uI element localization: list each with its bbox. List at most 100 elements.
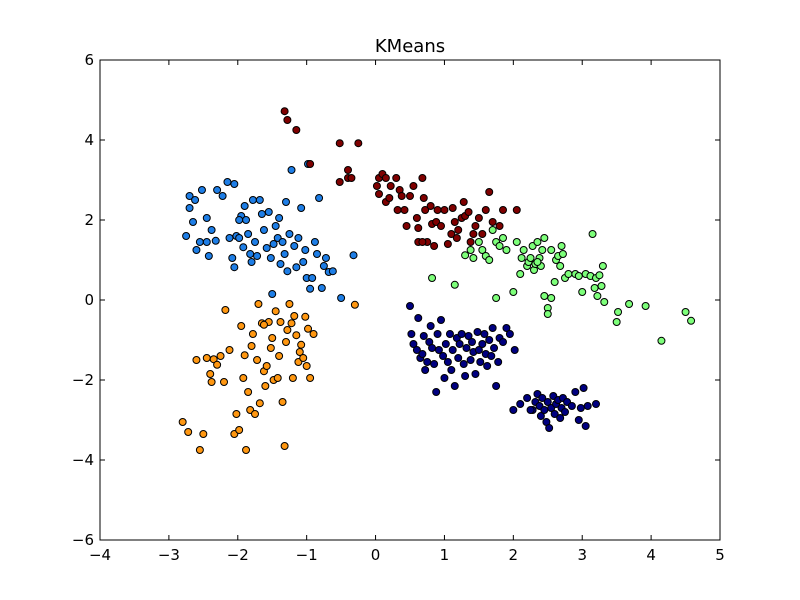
cluster-4-point-85 [583, 402, 592, 410]
cluster-4-point-58 [523, 394, 532, 402]
cluster-0-point-51 [294, 234, 303, 242]
cluster-3-point-12 [495, 242, 504, 250]
cluster-0-point-35 [262, 244, 271, 252]
cluster-1-point-49 [292, 331, 301, 340]
cluster-0-point-21 [235, 234, 244, 242]
cluster-0-point-43 [278, 238, 287, 246]
cluster-2-point-26 [412, 214, 421, 222]
cluster-2-point-55 [485, 188, 494, 196]
cluster-2-point-28 [414, 224, 423, 232]
cluster-3-point-16 [512, 238, 521, 246]
cluster-4-point-74 [556, 414, 565, 422]
cluster-1-point-1 [184, 428, 193, 436]
cluster-2-point-43 [450, 218, 459, 226]
cluster-2-point-50 [469, 230, 478, 238]
cluster-4-point-77 [561, 408, 569, 416]
cluster-2-point-61 [459, 198, 468, 206]
cluster-3-point-13 [499, 234, 507, 242]
cluster-3-point-19 [519, 246, 528, 254]
cluster-0-point-70 [235, 216, 244, 224]
cluster-0-point-53 [299, 258, 308, 266]
cluster-0-point-57 [306, 284, 315, 293]
cluster-3-point-4 [469, 254, 478, 262]
x-tick-label-6: 2 [509, 546, 519, 564]
cluster-0-point-52 [297, 204, 306, 212]
chart-title: KMeans [375, 36, 445, 57]
cluster-4-point-18 [439, 352, 448, 360]
cluster-2-point-4 [335, 139, 344, 148]
cluster-4-point-17 [437, 316, 445, 324]
cluster-4-point-22 [445, 330, 454, 338]
cluster-4-point-84 [581, 422, 590, 430]
cluster-4-point-3 [412, 346, 421, 354]
y-tick-label-2: −2 [72, 371, 94, 389]
cluster-1-point-23 [247, 342, 256, 350]
cluster-3-point-40 [557, 242, 566, 250]
cluster-4-point-25 [450, 382, 459, 390]
cluster-4-point-24 [448, 346, 457, 354]
cluster-4-point-21 [443, 358, 452, 366]
cluster-3-point-59 [625, 300, 634, 308]
cluster-4-point-6 [418, 350, 427, 358]
cluster-1-point-40 [276, 318, 285, 326]
cluster-3-point-56 [600, 298, 609, 306]
cluster-3-point-50 [590, 284, 599, 292]
x-tick-label-9: 5 [715, 546, 725, 564]
cluster-0-point-69 [268, 290, 277, 298]
cluster-4-point-23 [447, 366, 456, 374]
cluster-3-point-15 [509, 288, 518, 296]
cluster-1-point-59 [350, 300, 359, 309]
cluster-3-point-35 [547, 246, 556, 254]
cluster-4-point-79 [567, 402, 576, 410]
cluster-2-point-2 [292, 126, 301, 134]
cluster-4-point-13 [430, 360, 439, 368]
cluster-4-point-63 [536, 412, 545, 420]
y-tick-label-5: 4 [84, 131, 94, 149]
cluster-0-point-38 [269, 240, 278, 248]
y-tick-label-6: 6 [84, 51, 94, 69]
cluster-2-point-24 [406, 192, 414, 200]
cluster-0-point-16 [225, 234, 234, 242]
cluster-3-point-49 [588, 230, 597, 238]
cluster-2-point-53 [478, 230, 487, 238]
cluster-2-point-48 [464, 208, 473, 216]
cluster-3-point-3 [466, 246, 475, 254]
cluster-4-point-27 [454, 354, 463, 362]
cluster-4-point-65 [540, 406, 549, 414]
cluster-2-point-39 [440, 206, 449, 214]
cluster-2-point-44 [452, 234, 461, 242]
cluster-1-point-27 [254, 300, 263, 308]
cluster-4-point-2 [409, 340, 418, 348]
cluster-2-point-21 [397, 192, 406, 200]
cluster-3-point-6 [478, 246, 487, 254]
cluster-1-point-17 [237, 322, 246, 330]
cluster-1-point-10 [216, 352, 225, 360]
cluster-0-point-45 [282, 198, 290, 206]
cluster-4-point-87 [526, 406, 535, 414]
cluster-0-point-32 [255, 196, 264, 204]
cluster-1-point-18 [239, 374, 248, 382]
cluster-0-point-5 [192, 246, 201, 254]
cluster-2-point-35 [430, 242, 439, 250]
cluster-2-point-11 [372, 182, 381, 190]
cluster-2-point-7 [347, 174, 356, 182]
cluster-3-point-1 [450, 280, 459, 289]
cluster-1-point-41 [278, 398, 287, 406]
cluster-2-point-42 [448, 204, 457, 212]
cluster-2-point-8 [354, 139, 363, 148]
cluster-2-point-17 [386, 182, 395, 190]
cluster-4-point-71 [550, 410, 559, 418]
cluster-3-point-54 [597, 282, 606, 290]
cluster-1-point-45 [285, 300, 294, 308]
cluster-4-point-30 [459, 360, 468, 368]
cluster-4-point-7 [419, 332, 428, 340]
x-tick-label-3: −1 [296, 546, 318, 564]
cluster-0-point-63 [319, 262, 328, 270]
cluster-4-point-80 [571, 388, 580, 396]
points-layer [178, 107, 696, 454]
x-tick-label-0: −4 [89, 546, 111, 564]
cluster-2-point-49 [466, 238, 475, 246]
cluster-3-point-57 [612, 318, 621, 326]
cluster-1-point-6 [206, 370, 215, 378]
